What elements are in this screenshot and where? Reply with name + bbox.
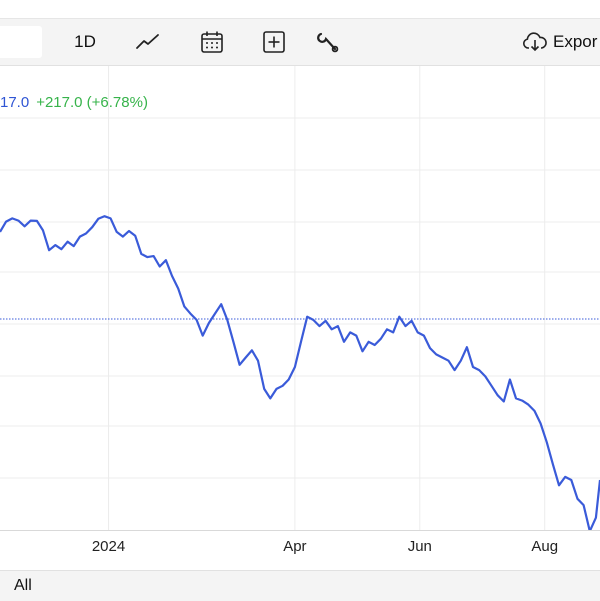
- x-axis-line: [0, 530, 600, 531]
- x-axis-labels: 2024 Apr Jun Aug: [0, 538, 600, 558]
- plus-square-icon: [263, 31, 285, 53]
- price-change: +217.0 (+6.78%): [36, 94, 148, 111]
- quote-readout: 17.0 +217.0 (+6.78%): [0, 94, 148, 111]
- export-button[interactable]: Expor: [522, 19, 600, 65]
- x-tick-label: Aug: [531, 538, 559, 555]
- calendar-icon: [201, 31, 223, 53]
- range-all-button[interactable]: All: [14, 577, 32, 594]
- interval-button[interactable]: 1D: [60, 19, 110, 65]
- x-tick-label: 2024: [91, 538, 126, 555]
- line-chart-icon: [136, 34, 159, 49]
- x-tick-label: Jun: [407, 538, 432, 555]
- date-range-button[interactable]: [194, 19, 230, 65]
- top-strip: [0, 0, 600, 19]
- x-tick-label: Apr: [283, 538, 307, 555]
- price-chart[interactable]: [0, 66, 600, 530]
- range-selector-bar: All: [0, 570, 600, 601]
- interval-label: 1D: [74, 32, 96, 51]
- add-indicator-button[interactable]: [256, 19, 292, 65]
- cloud-download-icon: [523, 32, 547, 52]
- price-series-line: [0, 215, 600, 530]
- symbol-search-box[interactable]: [0, 26, 42, 58]
- wrench-icon: [317, 32, 339, 53]
- drawing-tools-button[interactable]: [310, 19, 346, 65]
- last-price: 17.0: [0, 94, 30, 111]
- export-label: Expor: [553, 32, 598, 51]
- chart-type-button[interactable]: [130, 19, 166, 65]
- chart-toolbar: 1D Exp: [0, 19, 600, 66]
